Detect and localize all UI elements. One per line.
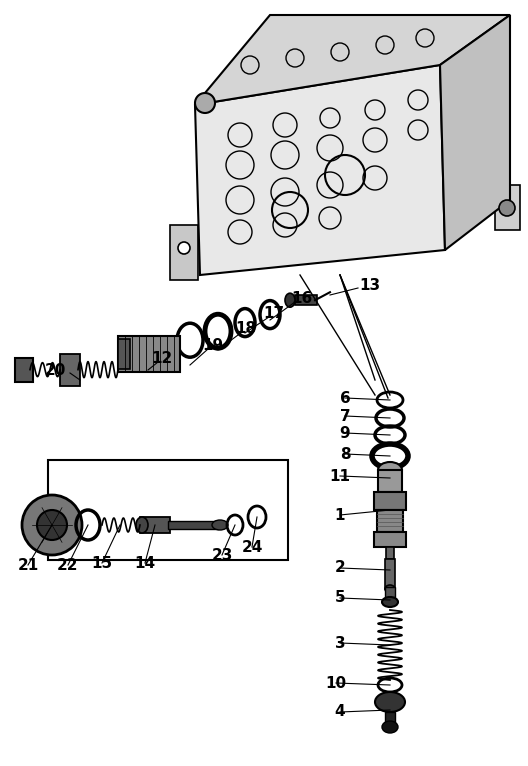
Bar [140,517,170,533]
Text: 10: 10 [325,676,346,690]
Text: 11: 11 [329,469,351,483]
Ellipse shape [37,510,67,540]
Text: 19: 19 [202,338,223,352]
Text: 20: 20 [44,362,65,378]
Circle shape [178,242,190,254]
Text: 9: 9 [340,425,350,440]
Text: 7: 7 [340,408,350,424]
Text: 14: 14 [135,555,156,571]
Ellipse shape [285,293,295,307]
Bar [118,339,130,368]
Ellipse shape [136,517,148,533]
Text: 13: 13 [360,277,381,293]
Text: 22: 22 [57,558,79,572]
Bar [48,460,288,560]
Bar [385,587,395,597]
Bar [15,358,33,381]
Ellipse shape [385,585,395,593]
Ellipse shape [382,721,398,733]
Ellipse shape [22,495,82,555]
Ellipse shape [375,692,405,712]
Polygon shape [195,65,445,275]
Text: 12: 12 [152,351,173,365]
Bar [295,295,317,305]
Bar [385,559,395,589]
Text: 17: 17 [263,306,285,320]
Text: 23: 23 [211,548,233,562]
Bar [374,492,406,510]
Bar [377,510,403,532]
Text: 8: 8 [340,447,350,461]
Bar [374,532,406,547]
Text: 15: 15 [91,555,112,571]
Circle shape [499,200,515,216]
Bar [386,547,394,559]
Text: 6: 6 [340,391,351,405]
Polygon shape [440,15,510,250]
Bar [60,354,80,385]
Text: 1: 1 [335,508,345,522]
Text: 5: 5 [335,591,345,605]
Ellipse shape [382,597,398,607]
Bar [378,470,402,492]
Bar [495,185,520,230]
Bar [168,521,218,529]
Text: 4: 4 [335,705,345,719]
Circle shape [195,93,215,113]
Text: 24: 24 [241,539,263,555]
Ellipse shape [378,462,402,478]
Text: 16: 16 [291,290,313,306]
Bar [385,712,395,726]
Text: 2: 2 [335,561,345,575]
Bar [118,336,180,372]
Polygon shape [195,15,510,105]
Text: 21: 21 [17,558,39,572]
Bar [170,225,198,280]
Text: 18: 18 [235,320,257,336]
Ellipse shape [212,520,228,530]
Text: 3: 3 [335,636,345,650]
